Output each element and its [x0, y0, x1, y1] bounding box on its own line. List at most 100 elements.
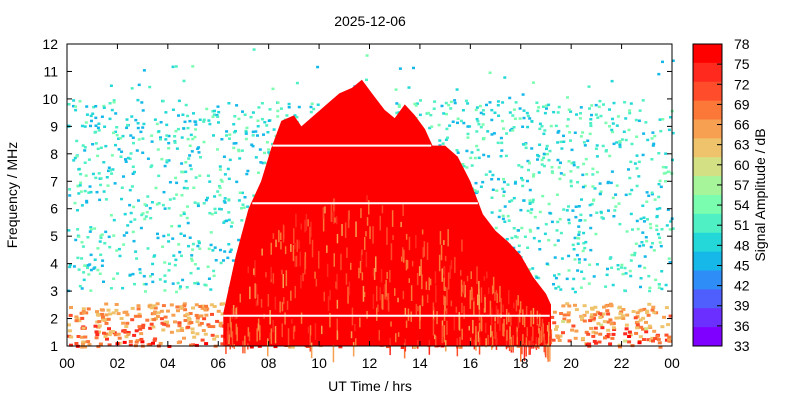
- noise-dot: [537, 239, 541, 243]
- background-cell: [161, 304, 166, 308]
- streak: [302, 273, 304, 282]
- noise-dot: [556, 220, 560, 224]
- noise-dot: [102, 106, 106, 109]
- noise-dot: [167, 141, 171, 145]
- noise-dot: [530, 119, 534, 123]
- noise-dot: [219, 178, 223, 182]
- noise-dot: [87, 191, 91, 194]
- background-cell: [192, 335, 197, 339]
- noise-dot: [244, 137, 248, 141]
- chart-title: 2025-12-06: [334, 13, 406, 29]
- noise-dot: [535, 101, 539, 104]
- noise-dot: [578, 261, 581, 264]
- noise-dot: [522, 109, 526, 112]
- streak: [443, 265, 446, 282]
- noise-dot: [552, 283, 555, 286]
- background-cell: [149, 306, 154, 310]
- noise-dot: [540, 158, 544, 162]
- noise-dot: [511, 114, 515, 117]
- streak: [441, 268, 443, 282]
- background-cell: [67, 329, 72, 333]
- noise-dot: [197, 240, 201, 243]
- noise-dot: [628, 111, 632, 115]
- noise-dot: [188, 154, 192, 157]
- noise-dot: [477, 156, 481, 160]
- noise-dot: [455, 149, 459, 152]
- noise-dot: [667, 257, 671, 260]
- colorbar-segment: [693, 138, 722, 158]
- noise-dot: [182, 212, 186, 216]
- streak: [293, 228, 295, 244]
- noise-dot: [541, 105, 545, 108]
- noise-dot: [244, 131, 248, 134]
- colorbar-segment: [693, 100, 722, 121]
- noise-dot: [600, 216, 604, 219]
- noise-dot: [159, 121, 163, 124]
- noise-dot: [505, 237, 509, 241]
- noise-dot: [622, 130, 626, 133]
- noise-dot: [120, 186, 124, 189]
- streak: [523, 343, 526, 362]
- noise-dot: [206, 265, 210, 268]
- noise-dot: [214, 259, 218, 262]
- noise-dot: [647, 194, 651, 197]
- streak: [499, 285, 501, 303]
- background-cell: [574, 329, 579, 333]
- noise-dot: [637, 119, 641, 122]
- noise-dot: [587, 85, 591, 88]
- background-cell: [647, 302, 652, 306]
- background-cell: [153, 306, 158, 310]
- streak: [513, 302, 515, 309]
- noise-dot: [604, 150, 608, 153]
- streak: [528, 340, 530, 355]
- noise-dot: [502, 190, 506, 193]
- noise-dot: [177, 114, 180, 117]
- colorbar-segment: [693, 327, 722, 347]
- colorbar-tick-label: 54: [734, 197, 750, 213]
- streak: [483, 276, 486, 281]
- noise-dot: [590, 104, 594, 107]
- noise-dot: [502, 194, 506, 197]
- streak: [287, 328, 290, 346]
- background-cell: [627, 340, 632, 344]
- background-cell: [81, 307, 86, 311]
- noise-dot: [512, 126, 516, 129]
- streak: [471, 288, 473, 301]
- noise-dot: [591, 167, 595, 171]
- noise-dot: [88, 230, 92, 233]
- plot-area: [67, 48, 675, 363]
- noise-dot: [502, 127, 505, 130]
- background-cell: [98, 342, 103, 346]
- background-cell: [83, 345, 88, 349]
- background-cell: [69, 306, 73, 309]
- background-cell: [611, 332, 616, 336]
- noise-dot: [207, 277, 211, 280]
- noise-dot: [608, 108, 611, 111]
- background-cell: [156, 311, 161, 315]
- streak: [383, 286, 386, 292]
- streak: [421, 229, 424, 235]
- streak: [346, 247, 348, 258]
- colorbar-segment: [693, 308, 722, 328]
- background-cell: [249, 345, 254, 349]
- noise-dot: [576, 242, 580, 245]
- noise-dot: [517, 229, 520, 232]
- streak: [390, 243, 393, 261]
- background-cell: [601, 312, 606, 316]
- noise-dot: [164, 138, 168, 141]
- noise-dot: [154, 186, 158, 190]
- noise-dot: [76, 184, 80, 188]
- noise-dot: [174, 65, 178, 68]
- streak: [442, 266, 445, 275]
- streak: [244, 336, 246, 354]
- noise-dot: [90, 119, 93, 123]
- noise-dot: [599, 210, 603, 214]
- noise-dot: [407, 86, 411, 89]
- background-cell: [200, 304, 205, 308]
- streak: [547, 330, 550, 346]
- noise-dot: [175, 290, 178, 294]
- streak: [496, 293, 498, 303]
- noise-dot: [521, 143, 525, 146]
- noise-dot: [554, 124, 558, 128]
- noise-dot: [309, 110, 313, 114]
